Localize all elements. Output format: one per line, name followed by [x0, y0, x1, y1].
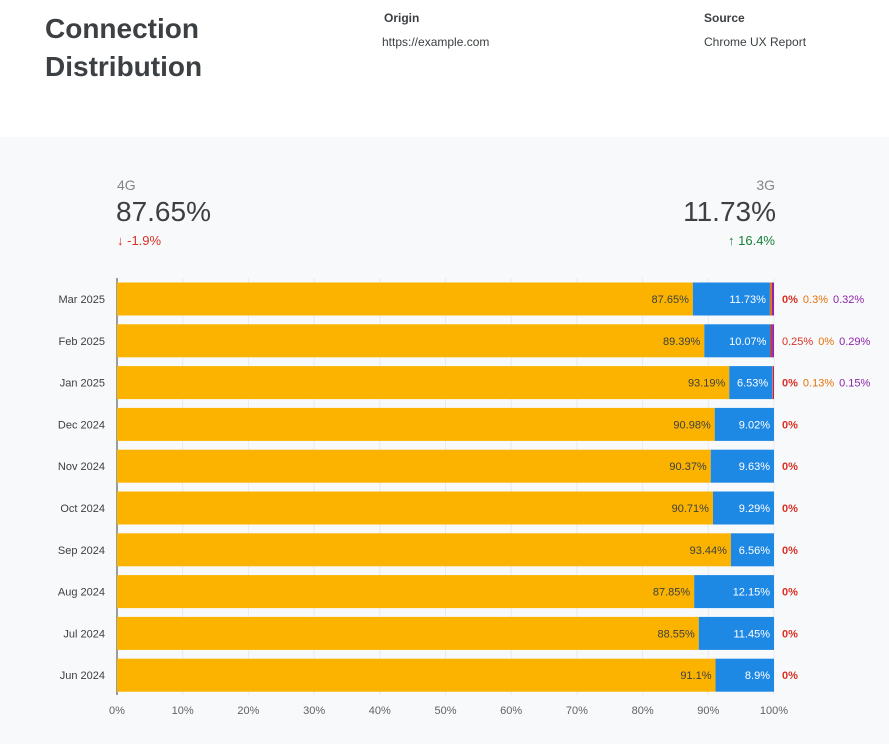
y-tick-label: Oct 2024: [60, 503, 105, 515]
bar-4g: [117, 407, 715, 441]
bar-4g: [117, 324, 705, 358]
x-tick-label: 10%: [172, 705, 194, 717]
data-label-3g: 12.15%: [733, 587, 771, 599]
kpi-4g-value: 87.65%: [116, 196, 211, 227]
y-tick-label: Feb 2025: [59, 336, 105, 348]
data-label-3g: 8.9%: [745, 670, 770, 682]
data-label-4g: 89.39%: [663, 336, 701, 348]
data-label-3g: 10.07%: [729, 336, 767, 348]
x-tick-label: 40%: [369, 705, 391, 717]
y-tick-label: Mar 2025: [59, 294, 105, 306]
data-label-2g: 0.25%: [782, 336, 813, 348]
bar-3g: [694, 575, 774, 609]
data-label-2g: 0%: [782, 294, 798, 306]
bar-3g: [712, 491, 774, 525]
data-label-4g: 87.65%: [652, 294, 690, 306]
y-tick-label: Nov 2024: [58, 461, 105, 473]
kpi-3g-label: 3G: [756, 177, 775, 193]
x-tick-label: 100%: [760, 705, 788, 717]
bar-4g: [117, 658, 716, 692]
data-label-3g: 11.73%: [729, 294, 766, 306]
data-label-2g: 0%: [782, 628, 798, 640]
bar-offline: [772, 324, 774, 358]
origin-label: Origin: [384, 11, 420, 25]
arrow-up-icon: ↑: [728, 233, 735, 248]
bar-3g: [730, 533, 774, 567]
data-label-4g: 93.44%: [690, 545, 728, 557]
data-label-3g: 6.56%: [739, 545, 770, 557]
x-tick-label: 70%: [566, 705, 588, 717]
x-tick-label: 50%: [434, 705, 456, 717]
data-label-4g: 90.37%: [669, 461, 707, 473]
bar-offline: [773, 366, 774, 400]
data-label-3g: 9.02%: [739, 419, 770, 431]
bar-4g: [117, 616, 699, 650]
source-value: Chrome UX Report: [704, 35, 807, 49]
y-tick-label: Aug 2024: [58, 587, 105, 599]
data-label-slow-2g: 0.13%: [803, 378, 834, 390]
data-label-2g: 0%: [782, 670, 798, 682]
bar-4g: [117, 533, 731, 567]
data-label-offline: 0.29%: [839, 336, 870, 348]
bar-4g: [117, 366, 730, 400]
bar-4g: [117, 282, 693, 316]
bar-3g: [698, 616, 774, 650]
kpi-4g-delta: -1.9%: [127, 233, 162, 248]
bar-offline: [771, 282, 774, 316]
kpi-4g-label: 4G: [117, 177, 136, 193]
origin-value: https://example.com: [382, 35, 490, 49]
x-tick-label: 90%: [697, 705, 719, 717]
data-label-4g: 91.1%: [680, 670, 711, 682]
y-tick-label: Sep 2024: [58, 545, 105, 557]
data-label-3g: 9.29%: [739, 503, 770, 515]
data-label-4g: 90.71%: [672, 503, 710, 515]
data-label-4g: 93.19%: [688, 378, 726, 390]
data-label-4g: 90.98%: [673, 419, 711, 431]
bar-slow-2g: [769, 282, 772, 316]
data-label-2g: 0%: [782, 587, 798, 599]
y-tick-label: Jan 2025: [60, 378, 105, 390]
data-label-slow-2g: 0.3%: [803, 294, 828, 306]
bar-3g: [704, 324, 771, 358]
data-label-3g: 11.45%: [734, 628, 771, 640]
data-label-3g: 6.53%: [737, 378, 768, 390]
report-header: Connection Distribution Origin https://e…: [0, 0, 889, 137]
bar-3g: [710, 449, 774, 483]
x-tick-label: 60%: [500, 705, 522, 717]
bar-2g: [770, 324, 773, 358]
data-label-2g: 0%: [782, 378, 798, 390]
bar-4g: [117, 449, 711, 483]
bar-3g: [714, 407, 774, 441]
bar-slow-2g: [772, 366, 774, 400]
data-label-4g: 87.85%: [653, 587, 691, 599]
bar-4g: [117, 575, 695, 609]
data-label-slow-2g: 0%: [818, 336, 834, 348]
bar-3g: [692, 282, 770, 316]
x-tick-label: 80%: [632, 705, 654, 717]
x-tick-label: 0%: [109, 705, 125, 717]
bar-4g: [117, 491, 713, 525]
data-label-3g: 9.63%: [739, 461, 770, 473]
bar-3g: [715, 658, 774, 692]
data-label-offline: 0.15%: [839, 378, 870, 390]
x-tick-label: 20%: [237, 705, 259, 717]
kpi-3g-value: 11.73%: [683, 196, 776, 227]
y-tick-label: Jul 2024: [63, 628, 105, 640]
source-label: Source: [704, 11, 745, 25]
data-label-2g: 0%: [782, 503, 798, 515]
y-tick-label: Dec 2024: [58, 419, 105, 431]
data-label-2g: 0%: [782, 419, 798, 431]
y-tick-label: Jun 2024: [60, 670, 105, 682]
data-label-2g: 0%: [782, 545, 798, 557]
kpi-3g-delta: 16.4%: [738, 233, 775, 248]
bar-3g: [729, 366, 773, 400]
data-label-offline: 0.32%: [833, 294, 864, 306]
arrow-down-icon: ↓: [117, 233, 124, 248]
data-label-4g: 88.55%: [657, 628, 695, 640]
page-title: Connection Distribution: [45, 13, 203, 82]
data-label-2g: 0%: [782, 461, 798, 473]
x-tick-label: 30%: [303, 705, 325, 717]
